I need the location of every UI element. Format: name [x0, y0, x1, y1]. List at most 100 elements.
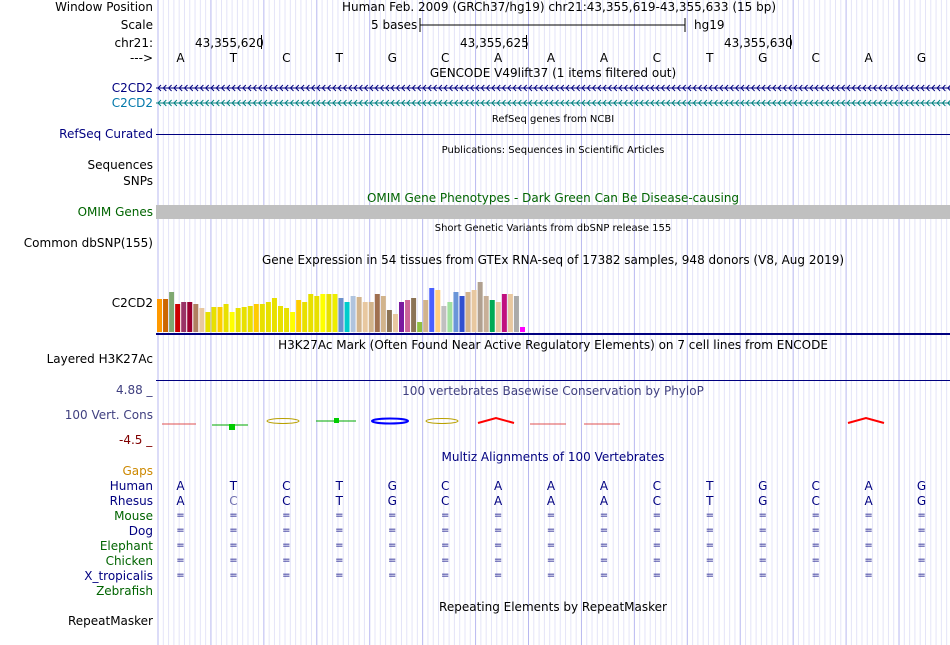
gencode-track-title: GENCODE V49lift37 (1 items filtered out) — [429, 66, 677, 80]
strand-chevron — [454, 99, 459, 107]
strand-chevron — [756, 99, 761, 107]
ruler-base: A — [864, 51, 873, 65]
ruler-base: G — [916, 51, 927, 65]
align-match-mark: = — [440, 540, 450, 551]
strand-chevron — [586, 99, 591, 107]
strand-chevron — [745, 84, 750, 92]
gencode-gene-2-label[interactable]: C2CD2 — [111, 96, 153, 110]
cons-logo-plot[interactable] — [156, 412, 950, 434]
omim-label[interactable]: OMIM Genes — [77, 205, 153, 219]
dbsnp-label[interactable]: Common dbSNP(155) — [23, 236, 153, 250]
gtex-tissue-bar — [417, 322, 423, 332]
align-match-mark: = — [282, 510, 291, 521]
gtex-track-title: Gene Expression in 54 tissues from GTEx … — [261, 253, 845, 267]
species-human-label[interactable]: Human — [109, 479, 153, 493]
gtex-tissue-bar — [374, 294, 380, 332]
ruler-base: A — [493, 51, 503, 65]
align-match-mark: = — [652, 510, 662, 521]
strand-chevron — [814, 99, 819, 107]
strand-chevron — [915, 84, 920, 92]
strand-chevron — [830, 84, 835, 92]
align-match-mark: = — [599, 540, 609, 551]
strand-chevron — [687, 99, 692, 107]
strand-chevron — [475, 99, 480, 107]
species-mouse-label[interactable]: Mouse — [114, 509, 153, 523]
gtex-label[interactable]: C2CD2 — [111, 296, 153, 310]
strand-chevron — [597, 99, 602, 107]
species-dog-label[interactable]: Dog — [128, 524, 153, 538]
gtex-tissue-bar — [241, 307, 247, 332]
scale-label: Scale — [120, 18, 153, 32]
gtex-bar-chart[interactable] — [156, 267, 536, 333]
human-base: G — [387, 479, 397, 493]
gtex-tissue-bar — [495, 302, 501, 332]
strand-chevron — [194, 84, 199, 92]
strand-chevron — [178, 84, 183, 92]
gencode-gene-features[interactable] — [156, 82, 950, 108]
strand-chevron — [454, 84, 459, 92]
strand-chevron — [772, 99, 777, 107]
species-chicken-label[interactable]: Chicken — [105, 554, 153, 568]
strand-chevron — [575, 84, 581, 92]
strand-chevron — [369, 84, 374, 92]
dbsnp-track-title: Short Genetic Variants from dbSNP releas… — [434, 223, 672, 234]
strand-chevron — [623, 99, 628, 107]
strand-chevron — [830, 99, 835, 107]
strand-chevron — [432, 99, 437, 107]
strand-chevron — [750, 99, 755, 107]
repeatmasker-label[interactable]: RepeatMasker — [67, 614, 153, 628]
snps-label[interactable]: SNPs — [123, 174, 153, 188]
strand-chevron — [316, 99, 321, 107]
human-base: A — [599, 479, 609, 493]
gtex-tissue-bar — [278, 306, 283, 332]
tick-mark — [790, 35, 791, 49]
align-match-mark: = — [493, 540, 503, 551]
rhesus-base: C — [811, 494, 820, 508]
strand-chevron — [348, 84, 353, 92]
strand-chevron — [544, 84, 549, 92]
strand-chevron — [295, 99, 300, 107]
omim-feature-bar[interactable] — [156, 205, 950, 219]
align-match-mark: = — [388, 510, 397, 521]
strand-chevron — [888, 99, 893, 107]
h3k27ac-label[interactable]: Layered H3K27Ac — [46, 352, 153, 366]
strand-chevron — [681, 84, 687, 92]
strand-chevron — [904, 99, 909, 107]
strand-chevron — [305, 84, 310, 92]
strand-chevron — [936, 99, 941, 107]
strand-chevron — [337, 84, 342, 92]
refseq-gene-line[interactable] — [156, 134, 950, 135]
human-base: T — [229, 479, 238, 493]
strand-chevron — [560, 84, 565, 92]
strand-chevron — [931, 99, 936, 107]
gencode-gene-1-label[interactable]: C2CD2 — [111, 81, 153, 95]
strand-chevron — [623, 84, 628, 92]
species-rhesus-label[interactable]: Rhesus — [109, 494, 153, 508]
strand-chevron — [310, 84, 316, 92]
align-match-mark: = — [388, 570, 397, 581]
gtex-tissue-bar — [386, 310, 392, 332]
strand-chevron — [226, 84, 231, 92]
strand-chevron — [798, 99, 803, 107]
strand-chevron — [819, 84, 824, 92]
strand-chevron — [846, 99, 851, 107]
refseq-label[interactable]: RefSeq Curated — [59, 127, 153, 141]
gtex-tissue-bar — [217, 307, 223, 332]
strand-chevron — [538, 99, 543, 107]
gaps-label[interactable]: Gaps — [122, 464, 153, 478]
cons-label[interactable]: 100 Vert. Cons — [64, 408, 153, 422]
publications-label[interactable]: Sequences — [87, 158, 153, 172]
species-xtropicalis-label[interactable]: X_tropicalis — [84, 569, 153, 583]
strand-chevron — [931, 84, 936, 92]
strand-chevron — [189, 99, 194, 107]
species-zebrafish-label[interactable]: Zebrafish — [96, 584, 153, 598]
strand-chevron — [342, 84, 347, 92]
strand-chevron — [766, 99, 771, 107]
species-elephant-label[interactable]: Elephant — [99, 539, 153, 553]
strand-chevron — [803, 84, 808, 92]
strand-chevron — [507, 99, 512, 107]
gtex-tissue-bar — [489, 300, 495, 332]
strand-chevron — [475, 84, 480, 92]
strand-chevron — [554, 84, 559, 92]
track-divider — [156, 333, 950, 335]
